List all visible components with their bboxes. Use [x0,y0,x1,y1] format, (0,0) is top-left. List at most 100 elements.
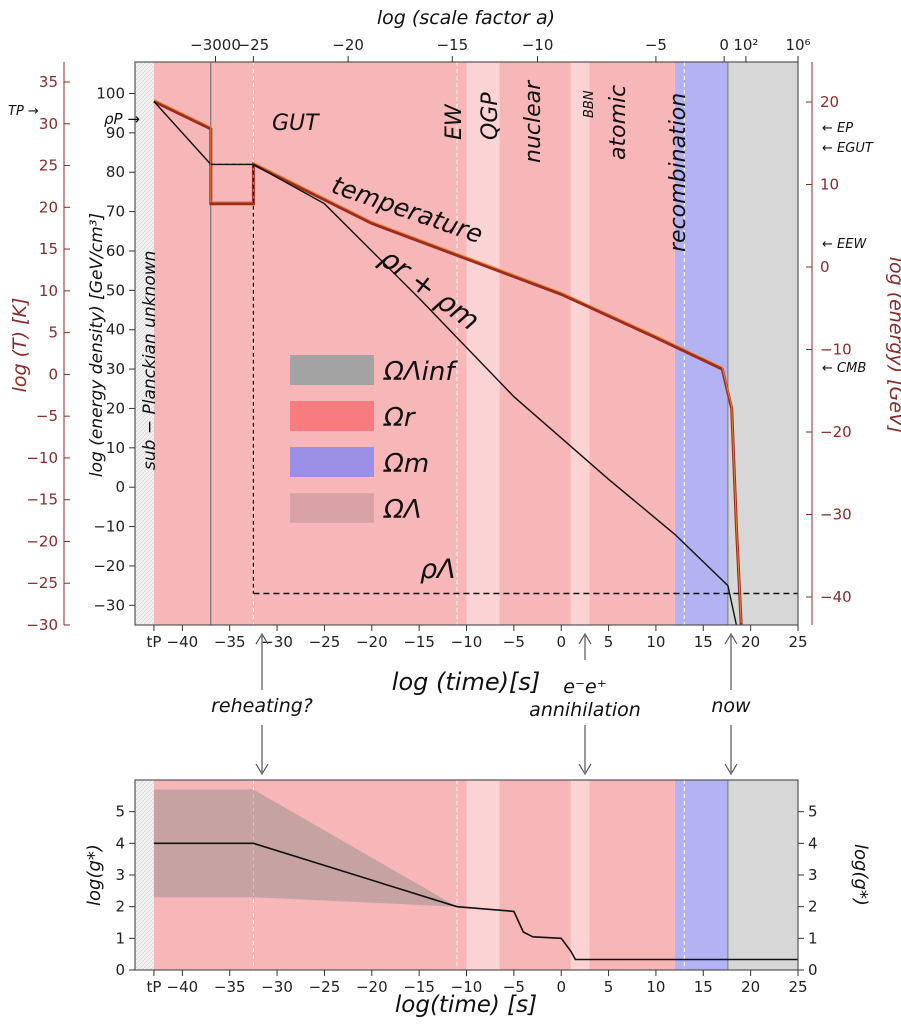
bottom-band-3 [674,780,728,970]
bottom-y-tick-label-right-0: 0 [808,961,818,979]
energy-tick-label-5: −30 [820,506,852,524]
main-epoch-bands [135,62,798,625]
energy-tick-label-4: −20 [820,423,852,441]
energy-tick-label-6: −40 [820,588,852,606]
main-light-band-0 [466,62,500,625]
temperature-tick-label-1: 30 [39,115,58,133]
main-x-tick-label-5: −20 [356,633,388,651]
energy-tick-label-3: −10 [820,341,852,359]
epoch-label-atomic: atomic [606,85,631,160]
epoch-label-recombination: recombination [666,93,691,252]
energy-tick-label-2: 0 [820,258,830,276]
legend-swatch-3 [290,493,374,523]
temperature-axis-title: log (T) [K] [9,298,31,393]
legend-label-3: ΩΛ [383,495,422,525]
bottom-x-tick-label-1: −40 [167,978,199,996]
right-marker-2: ← EEW [822,237,867,252]
bottom-x-tick-label-12: 15 [694,978,713,996]
temperature-tick-label-5: 10 [39,282,58,300]
annihilation-annotation-line1: e⁻e⁺ [563,676,606,698]
bottom-band-0 [135,780,154,970]
main-x-ticks: tP −40 −35 −30 −25 −20 −15 −10 −5 0 5 10 15 20 25 [146,625,808,651]
main-y-tick-label-2: −10 [93,518,125,536]
annihilation-annotation-line2: annihilation [529,699,641,721]
right-marker-0: ← EP [822,121,853,136]
rho-lambda-label: ρΛ [420,554,456,585]
main-band-4 [727,62,798,625]
legend-label-2: Ωm [383,449,429,479]
legend-swatch-2 [290,447,374,477]
main-y-tick-label-9: 60 [106,242,125,260]
main-x-tick-label-1: −40 [167,633,199,651]
legend: ΩΛinf Ωr Ωm ΩΛ [290,355,458,525]
bottom-x-tick-label-11: 10 [646,978,665,996]
epoch-label-ew: EW [442,103,467,140]
temperature-highlight [153,98,742,624]
bottom-y-tick-label-right-3: 3 [808,866,818,884]
top-x-tick-label-1: −25 [238,36,270,54]
inflation-dashed-outline [210,163,254,594]
reheating-annotation: reheating? [211,695,313,717]
right-marker-1: ← EGUT [822,141,874,156]
temperature-tick-label-6: 5 [48,324,58,342]
gstar-uncertainty-band [153,789,457,907]
main-y-tick-label-0: −30 [93,596,125,614]
epoch-label-bbn: BBN [582,90,597,118]
legend-label-1: Ωr [383,403,417,433]
top-x-tick-label-6: 0 [719,36,729,54]
bottom-y-tick-label-right-4: 4 [808,834,818,852]
bottom-x-tick-label-5: −20 [356,978,388,996]
bottom-y-tick-label-left-2: 2 [115,898,125,916]
main-y-tick-label-6: 30 [106,360,125,378]
bottom-light-band-1 [570,780,590,970]
bottom-y-tick-label-right-5: 5 [808,803,818,821]
main-x-tick-label-7: −10 [451,633,483,651]
main-y-tick-label-5: 20 [106,399,125,417]
bottom-series-line-0 [153,842,798,961]
main-y-tick-label-7: 40 [106,321,125,339]
bottom-y-tick-label-left-3: 3 [115,866,125,884]
main-x-tick-label-3: −30 [261,633,293,651]
bottom-x-tick-label-8: −5 [503,978,525,996]
main-x-tick-label-9: 0 [556,633,566,651]
energy-tick-label-1: 10 [820,176,839,194]
bottom-y-tick-label-left-0: 0 [115,961,125,979]
top-x-tick-label-0: −3000 [190,36,241,54]
main-top-x-ticks: −3000−25 −20 −15 −10 −5 0 10² 10⁶ [190,36,811,62]
main-x-tick-label-10: 5 [604,633,614,651]
bottom-x-tick-label-3: −30 [261,978,293,996]
bottom-x-axis-title: log(time) [s] [395,992,537,1018]
bottom-x-tick-label-7: −10 [451,978,483,996]
bottom-y-tick-label-left-5: 5 [115,803,125,821]
main-x-tick-label-8: −5 [503,633,525,651]
bottom-x-tick-label-6: −15 [403,978,435,996]
annotation-arrows [255,632,738,776]
bottom-x-tick-label-9: 0 [556,978,566,996]
now-annotation: now [711,695,751,717]
temperature-tick-label-8: −5 [36,407,58,425]
bottom-y-tick-label-left-4: 4 [115,834,125,852]
top-x-tick-label-4: −10 [522,36,554,54]
top-x-tick-label-5: −5 [645,36,667,54]
main-y-tick-label-3: 0 [115,478,125,496]
right-marker-3: ← CMB [822,361,866,376]
temperature-tick-label-13: −30 [26,616,58,634]
main-series-group [153,98,798,626]
epoch-label-nuclear: nuclear [521,79,546,163]
main-band-3 [674,62,728,625]
main-x-tick-label-11: 10 [646,633,665,651]
energy-density-axis-title: log (energy density) [GeV/cm³] [87,213,107,477]
main-y-tick-label-13: 100 [96,84,125,102]
bottom-x-tick-label-10: 5 [604,978,614,996]
energy-markers: ← EP ← EGUT ← EEW ← CMB TP → ρP → [8,104,874,376]
top-axis-title: log (scale factor a) [377,7,555,29]
main-x-tick-label-2: −35 [214,633,246,651]
bottom-y-ticks: 0 0 1 1 2 2 3 3 4 4 5 5 [115,803,817,979]
bottom-epoch-bands [135,780,798,970]
epoch-label-sub-planck: sub − Planckian unknown [140,251,160,470]
main-y-tick-label-11: 80 [106,163,125,181]
bottom-x-ticks: tP −40 −35 −30 −25 −20 −15 −10 −5 0 5 10 15 20 25 [146,970,808,996]
top-x-tick-label-2: −20 [332,36,364,54]
main-x-tick-label-12: 15 [694,633,713,651]
